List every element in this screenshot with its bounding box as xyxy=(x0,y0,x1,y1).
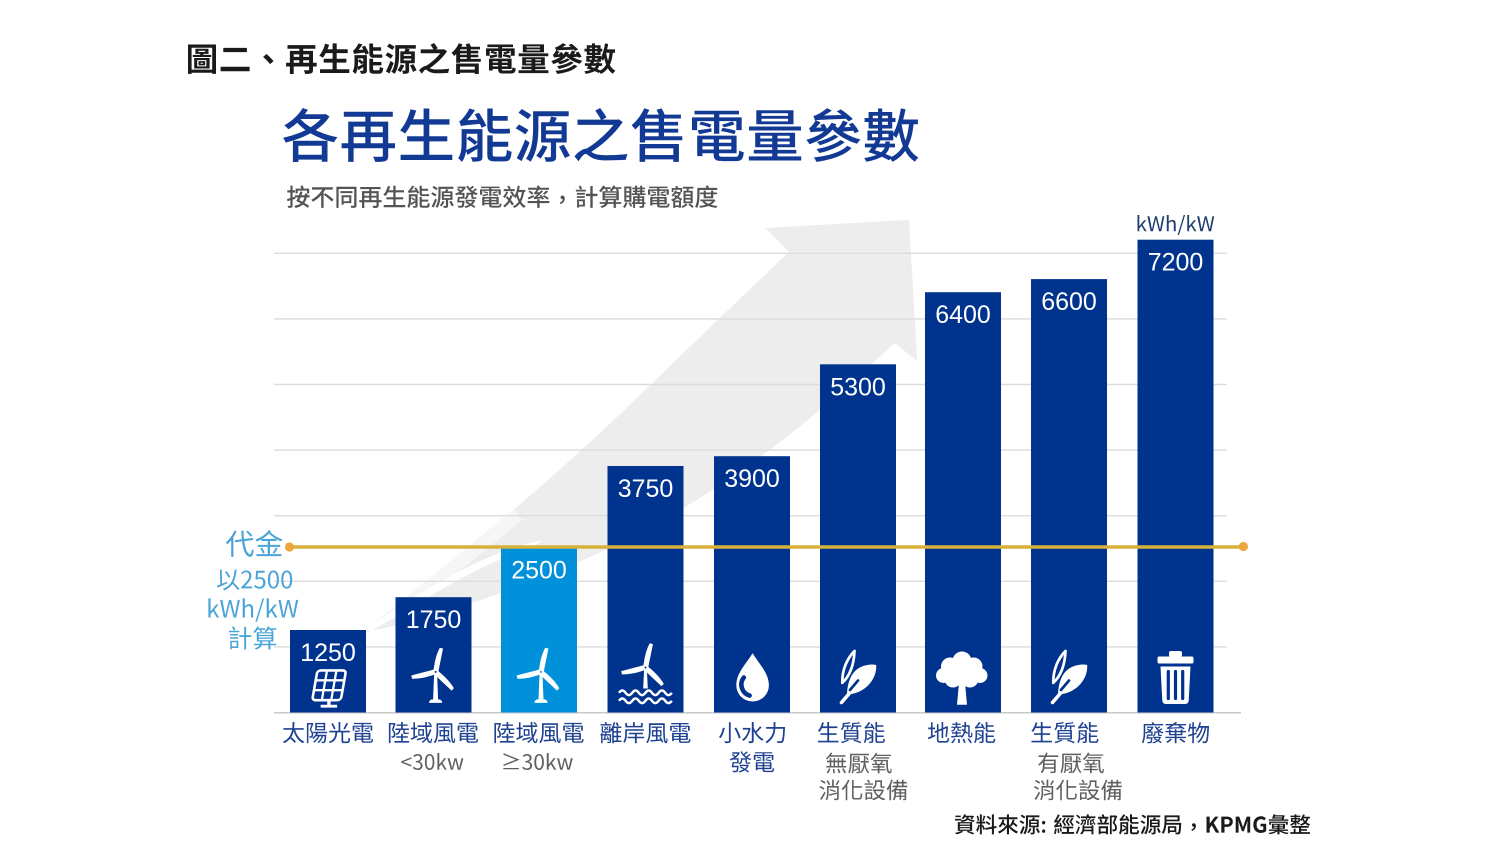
svg-text:2500: 2500 xyxy=(511,557,567,585)
svg-text:6400: 6400 xyxy=(935,301,991,329)
svg-text:3750: 3750 xyxy=(618,475,674,503)
svg-text:3900: 3900 xyxy=(724,465,780,493)
svg-text:1750: 1750 xyxy=(406,606,462,634)
svg-text:1250: 1250 xyxy=(300,639,356,667)
svg-text:5300: 5300 xyxy=(830,373,886,401)
svg-text:7200: 7200 xyxy=(1148,249,1204,277)
svg-text:6600: 6600 xyxy=(1041,288,1097,316)
